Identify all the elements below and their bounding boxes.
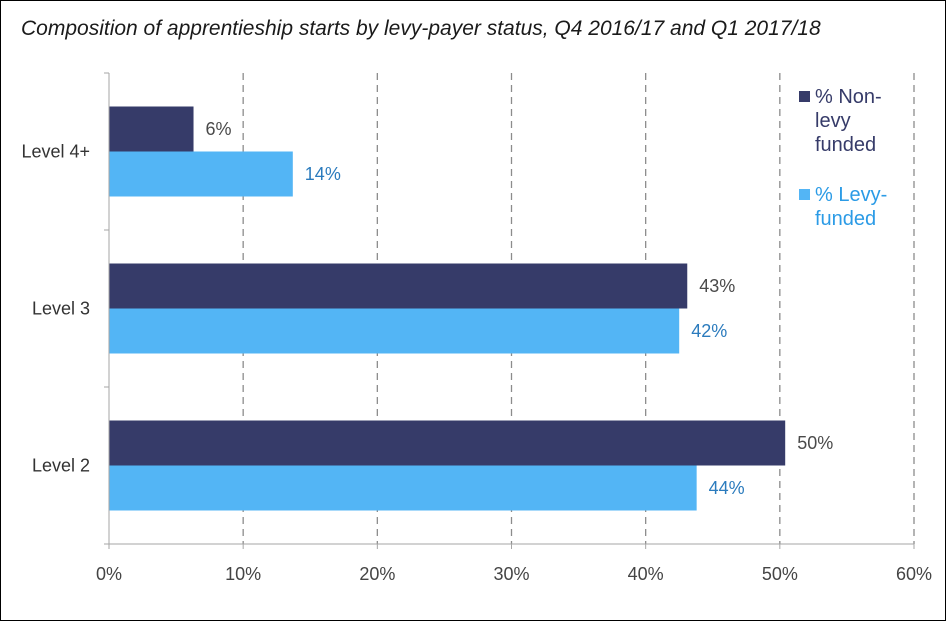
x-tick-label: 60% (896, 564, 932, 584)
data-label: 42% (691, 321, 727, 341)
x-tick-label: 0% (96, 564, 122, 584)
chart-title: Composition of apprentieship starts by l… (21, 17, 821, 40)
bar-non-levy (109, 263, 688, 309)
bar-non-levy (109, 106, 194, 152)
data-label: 14% (305, 164, 341, 184)
bar-non-levy (109, 420, 786, 466)
legend: % Non-levy funded % Levy-funded (799, 85, 939, 257)
legend-label-levy: % Levy-funded (815, 184, 888, 230)
labels: 0% 10% 20% 30% 40% 50% 60% Level 4+ 6% 14% Level 3… (21, 119, 932, 584)
data-label: 43% (699, 276, 735, 296)
bars (109, 106, 786, 511)
x-tick-label: 50% (762, 564, 798, 584)
legend-swatch-non-levy (799, 91, 810, 102)
legend-label-non-levy: % Non-levy funded (815, 86, 882, 156)
bar-levy (109, 465, 697, 511)
bar-levy (109, 151, 293, 197)
x-tick-label: 10% (225, 564, 261, 584)
category-label: Level 2 (32, 456, 90, 476)
data-label: 50% (797, 433, 833, 453)
legend-swatch-levy (799, 189, 810, 200)
legend-item-non-levy: % Non-levy funded (799, 85, 939, 157)
x-tick-label: 30% (493, 564, 529, 584)
data-label: 6% (206, 119, 232, 139)
axes (104, 72, 915, 549)
data-label: 44% (709, 478, 745, 498)
x-tick-label: 40% (628, 564, 664, 584)
x-tick-label: 20% (359, 564, 395, 584)
category-label: Level 3 (32, 299, 90, 319)
category-label: Level 4+ (21, 142, 90, 162)
bar-levy (109, 308, 680, 354)
legend-item-levy: % Levy-funded (799, 183, 939, 231)
